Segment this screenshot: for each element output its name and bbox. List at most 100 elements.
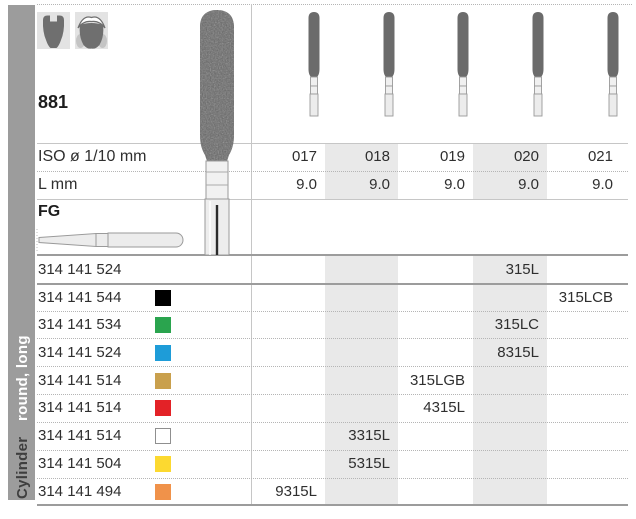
code-cell: 4315L xyxy=(423,399,465,416)
tooth-crown-prep-icon xyxy=(75,12,108,49)
code-cell xyxy=(473,367,547,395)
grit-swatch-black xyxy=(155,290,171,306)
rule xyxy=(37,283,628,285)
code-cell: 9315L xyxy=(275,483,317,500)
code-cell: 315LGB xyxy=(409,372,465,389)
rule xyxy=(37,478,628,479)
product-row: 314 141 524 8315L xyxy=(37,339,628,367)
code-cell xyxy=(325,256,398,284)
code-cell xyxy=(547,478,621,506)
grit-swatch-yellow xyxy=(155,456,171,472)
code-cell xyxy=(547,367,621,395)
rule xyxy=(37,504,628,506)
rule xyxy=(37,254,628,256)
code-cell xyxy=(547,450,621,478)
order-number: 314 141 514 xyxy=(38,372,122,389)
bur-photo-large xyxy=(197,9,237,261)
code-cell xyxy=(251,339,325,367)
code-cell xyxy=(398,422,473,450)
order-number: 314 141 524 xyxy=(38,261,122,278)
bur-photo-018 xyxy=(382,11,396,122)
shank-type-label: FG xyxy=(38,203,61,220)
code-cell xyxy=(398,311,473,339)
code-cell xyxy=(547,394,621,422)
code-cell xyxy=(325,367,398,395)
code-cell xyxy=(251,256,325,284)
product-row: 314 141 494 9315L xyxy=(37,478,628,506)
length-value: 9.0 xyxy=(369,176,390,193)
code-cell xyxy=(325,311,398,339)
rule xyxy=(37,338,628,339)
code-cell xyxy=(473,422,547,450)
code-cell xyxy=(398,450,473,478)
order-number: 314 141 524 xyxy=(38,344,122,361)
rule xyxy=(37,199,628,200)
code-cell xyxy=(325,478,398,506)
code-cell xyxy=(473,394,547,422)
column-shade-018 xyxy=(325,256,398,504)
grit-swatch-green xyxy=(155,317,171,333)
fg-shank-icon xyxy=(30,226,190,259)
code-cell: 5315L xyxy=(348,455,390,472)
order-number: 314 141 544 xyxy=(38,289,122,306)
grit-swatch-orange xyxy=(155,484,171,500)
product-row: 314 141 514 4315L xyxy=(37,394,628,422)
iso-label: ISO ø 1/10 mm xyxy=(38,148,147,165)
rule xyxy=(37,422,628,423)
rule xyxy=(37,394,628,395)
product-row: 314 141 544 315LCB xyxy=(37,284,628,312)
rule xyxy=(37,143,628,144)
iso-value-019: 019 xyxy=(439,148,465,165)
code-cell xyxy=(473,478,547,506)
tooth-inlay-prep-icon xyxy=(37,12,70,49)
rule xyxy=(37,366,628,367)
grit-swatch-white xyxy=(155,428,171,444)
category-sidebar: round, long Cylinder xyxy=(8,5,35,500)
order-number: 314 141 514 xyxy=(38,427,122,444)
length-label: L mm xyxy=(38,176,78,193)
code-cell xyxy=(251,450,325,478)
code-cell xyxy=(547,422,621,450)
iso-value-021: 021 xyxy=(587,148,613,165)
bur-photo-021 xyxy=(606,11,620,122)
length-value: 9.0 xyxy=(518,176,539,193)
rule xyxy=(37,311,628,312)
product-row: 314 141 524 315L xyxy=(37,256,628,284)
iso-value-017: 017 xyxy=(291,148,317,165)
code-cell xyxy=(547,339,621,367)
rule xyxy=(37,450,628,451)
top-border xyxy=(37,4,632,5)
order-number: 314 141 494 xyxy=(38,483,122,500)
code-cell xyxy=(547,256,621,284)
length-value: 9.0 xyxy=(444,176,465,193)
product-number: 881 xyxy=(38,92,69,112)
iso-row: ISO ø 1/10 mm 017 018 019 020 021 xyxy=(37,143,628,171)
order-number: 314 141 534 xyxy=(38,316,122,333)
product-row: 314 141 514 315LGB xyxy=(37,367,628,395)
length-value: 9.0 xyxy=(592,176,613,193)
code-cell xyxy=(473,450,547,478)
code-cell xyxy=(251,367,325,395)
column-shade-020 xyxy=(473,256,547,504)
iso-value-018: 018 xyxy=(364,148,390,165)
code-cell xyxy=(325,339,398,367)
bur-photo-020 xyxy=(531,11,545,122)
code-cell xyxy=(251,422,325,450)
iso-value-020: 020 xyxy=(513,148,539,165)
length-row: L mm 9.0 9.0 9.0 9.0 9.0 xyxy=(37,171,628,199)
code-cell xyxy=(547,311,621,339)
shape-label: round, long xyxy=(14,335,31,421)
grit-swatch-red xyxy=(155,400,171,416)
grit-swatch-gold xyxy=(155,373,171,389)
product-row: 314 141 534 315LC xyxy=(37,311,628,339)
grit-swatch-blue xyxy=(155,345,171,361)
code-cell: 315LC xyxy=(494,316,539,333)
code-cell: 315L xyxy=(505,261,539,278)
product-row: 314 141 504 5315L xyxy=(37,450,628,478)
code-cell xyxy=(325,284,398,312)
rule xyxy=(37,171,628,172)
code-cell xyxy=(325,394,398,422)
code-cell xyxy=(473,284,547,312)
order-number: 314 141 504 xyxy=(38,455,122,472)
